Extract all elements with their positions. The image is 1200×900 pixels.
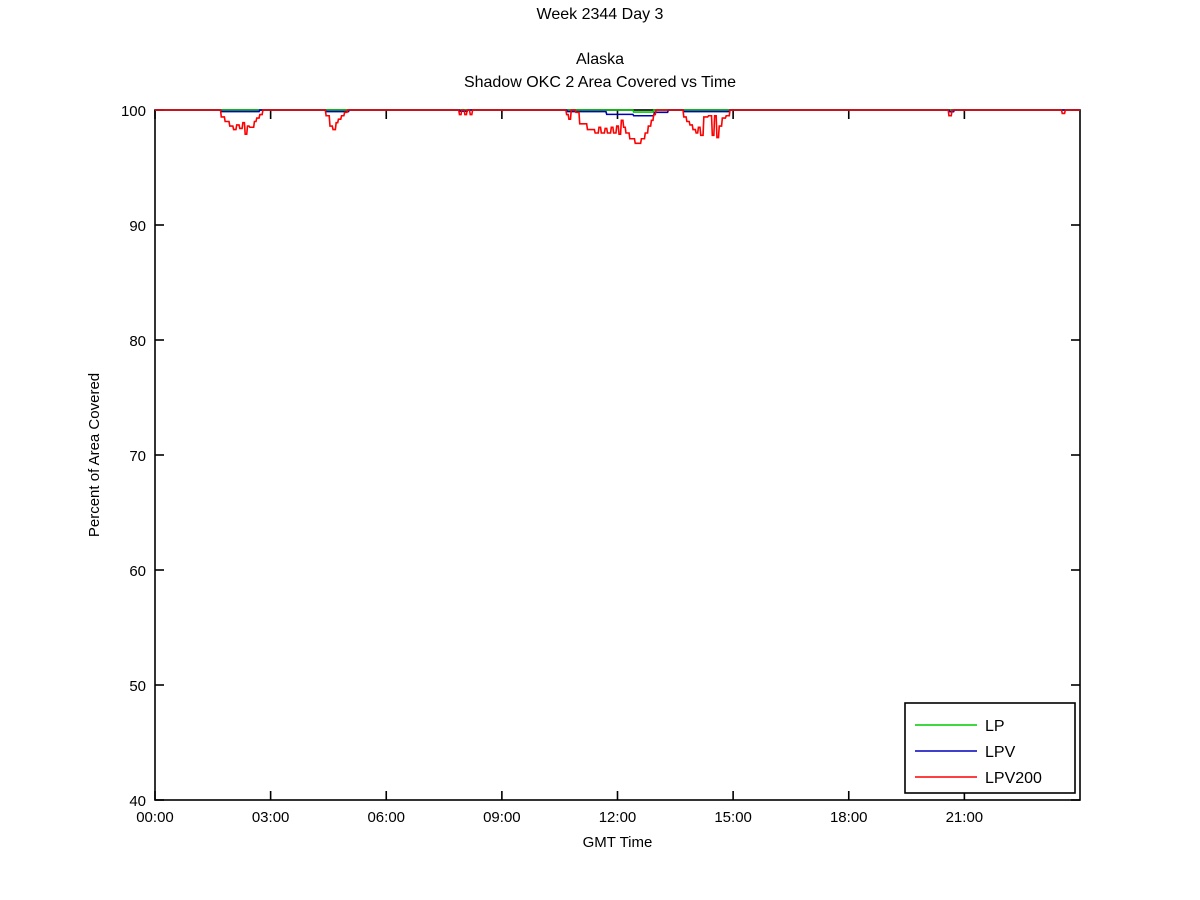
y-tick-label: 80	[129, 333, 146, 350]
legend-label-lpv200[interactable]: LPV200	[985, 770, 1042, 787]
plot-frame	[154, 109, 1081, 801]
y-tick-label: 70	[129, 448, 146, 465]
legend-box[interactable]	[904, 702, 1076, 794]
data-series	[155, 109, 1080, 145]
x-tick-label: 15:00	[714, 809, 752, 826]
y-tick-label: 40	[129, 793, 146, 810]
series-line-lpv200	[155, 109, 1080, 145]
x-tick-label: 06:00	[367, 809, 405, 826]
x-tick-label: 00:00	[136, 809, 174, 826]
legend[interactable]: LP LPV LPV200	[904, 702, 1076, 794]
axes-title-line-2: Shadow OKC 2 Area Covered vs Time	[463, 74, 737, 91]
axes-title-line-1: Alaska	[575, 51, 625, 68]
y-tick-label: 60	[129, 563, 146, 580]
legend-label-lpv[interactable]: LPV	[985, 744, 1016, 761]
axis-tick-labels: 00:00 03:00 06:00 09:00 12:00 15:00 18:00 21:00…	[121, 103, 983, 826]
x-tick-label: 09:00	[483, 809, 521, 826]
x-axis-label: GMT Time	[582, 834, 653, 851]
axes-title: Alaska Shadow OKC 2 Area Covered vs Time	[0, 48, 1200, 94]
axes-box	[154, 109, 1081, 801]
legend-label-lp[interactable]: LP	[985, 718, 1005, 735]
x-tick-label: 03:00	[252, 809, 290, 826]
x-tick-label: 18:00	[830, 809, 868, 826]
x-tick-label: 12:00	[599, 809, 637, 826]
x-tick-label: 21:00	[946, 809, 984, 826]
y-tick-label: 90	[129, 218, 146, 235]
y-tick-label: 100	[121, 103, 146, 120]
y-tick-label: 50	[129, 678, 146, 695]
figure-suptitle: Week 2344 Day 3	[536, 6, 664, 23]
axis-ticks	[154, 109, 1080, 801]
